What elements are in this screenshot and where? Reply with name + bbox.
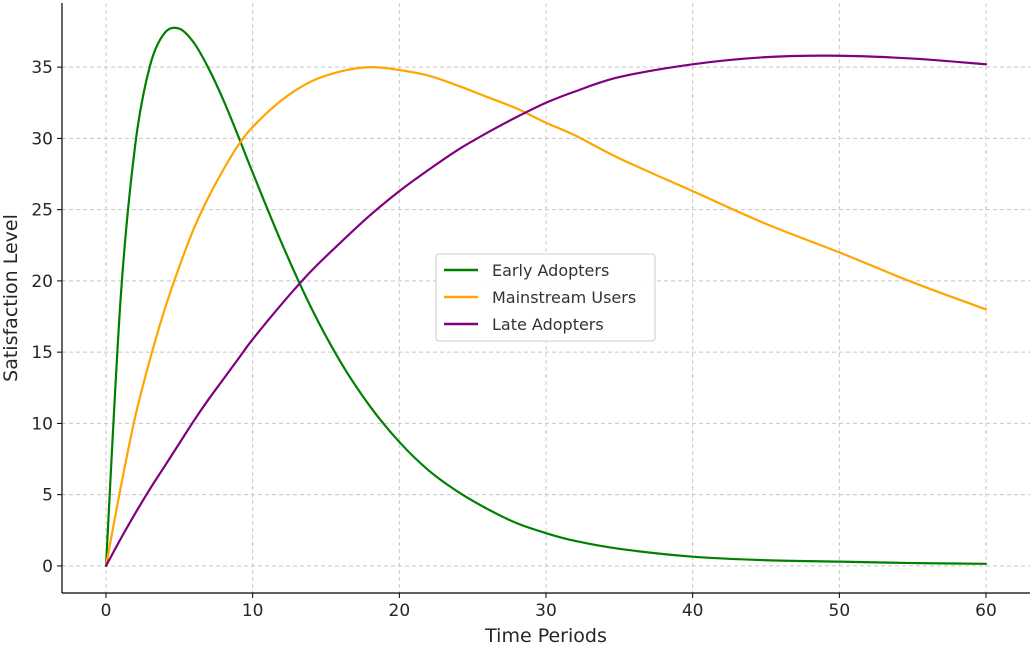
y-tick-label: 10: [31, 414, 53, 434]
grid: [62, 3, 1030, 593]
y-tick-label: 5: [42, 486, 53, 506]
y-tick-label: 0: [42, 557, 53, 577]
tick-labels: 0 10 20 30 40 50 60 0 5 10 15 20 25 30 35: [31, 58, 996, 621]
series-line-late-adopters: [104, 54, 988, 568]
x-tick-label: 60: [975, 601, 997, 621]
x-axis-label: Time Periods: [484, 625, 607, 647]
series-line-mainstream-users: [104, 66, 988, 568]
x-tick-label: 20: [389, 601, 411, 621]
legend-box: [435, 253, 656, 342]
y-tick-label: 20: [31, 272, 53, 292]
legend-label-late-adopters: Late Adopters: [492, 315, 604, 334]
legend: Early Adopters Mainstream Users Late Adopt…: [435, 253, 656, 342]
y-tick-label: 25: [31, 201, 53, 221]
x-tick-label: 50: [829, 601, 851, 621]
y-tick-label: 30: [31, 129, 53, 149]
legend-label-mainstream-users: Mainstream Users: [492, 288, 636, 307]
legend-label-early-adopters: Early Adopters: [492, 261, 609, 280]
x-tick-label: 0: [101, 601, 112, 621]
y-axis-label: Satisfaction Level: [0, 214, 22, 382]
x-tick-label: 30: [535, 601, 557, 621]
series-lines: [104, 26, 988, 568]
y-tick-label: 35: [31, 58, 53, 78]
x-tick-label: 10: [242, 601, 264, 621]
y-tick-label: 15: [31, 343, 53, 363]
x-tick-label: 40: [682, 601, 704, 621]
series-line-early-adopters: [104, 26, 988, 568]
